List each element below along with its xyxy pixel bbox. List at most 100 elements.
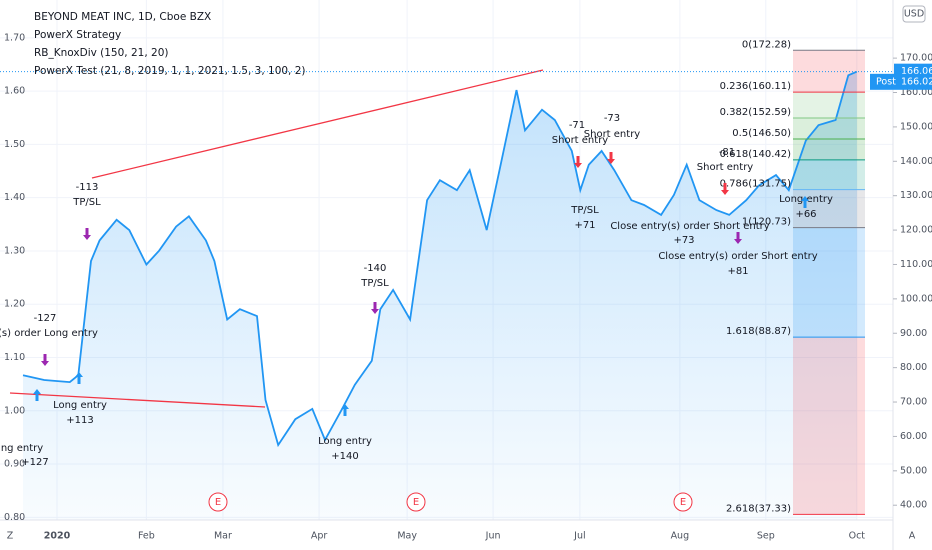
long-signal bbox=[341, 404, 349, 416]
fib-zone bbox=[793, 189, 865, 228]
legend-item: PowerX Strategy bbox=[34, 29, 121, 41]
annotation: TP/SL bbox=[360, 278, 389, 289]
x-tick-label: Jul bbox=[573, 531, 585, 542]
long-signal bbox=[33, 389, 41, 401]
annotation: Long entry bbox=[318, 436, 372, 447]
exit-signal bbox=[41, 354, 49, 366]
y-tick-label: 110.00 bbox=[900, 259, 932, 270]
y-tick-label: 70.00 bbox=[900, 397, 927, 408]
y-tick-label: 130.00 bbox=[900, 190, 932, 201]
post-price-label: 166.02 bbox=[901, 76, 932, 87]
price-area bbox=[22, 71, 857, 520]
post-tag bbox=[870, 73, 932, 90]
annotation: +73 bbox=[673, 235, 694, 246]
annotation: +81 bbox=[727, 266, 748, 277]
currency-label: USD bbox=[904, 9, 924, 20]
legend-item: RB_KnoxDiv (150, 21, 20) bbox=[34, 47, 168, 59]
y-tick-label: 50.00 bbox=[900, 465, 927, 476]
annotation: Short entry bbox=[697, 162, 754, 173]
fib-label: 2.618(37.33) bbox=[726, 503, 791, 514]
long-signal bbox=[801, 196, 809, 208]
x-tick-label: Jun bbox=[485, 531, 501, 542]
x-tick-label: Sep bbox=[757, 531, 775, 542]
short-signal bbox=[607, 152, 615, 164]
fib-label: 0.236(160.11) bbox=[720, 81, 792, 92]
trend-line bbox=[9, 392, 266, 408]
annotation: +127 bbox=[21, 457, 48, 468]
annotation: -81 bbox=[719, 147, 735, 158]
chart-title: BEYOND MEAT INC, 1D, Cboe BZX bbox=[34, 11, 211, 23]
x-tick-label: Oct bbox=[849, 531, 866, 542]
y-tick-label: 150.00 bbox=[900, 121, 932, 132]
x-tick-label: Mar bbox=[214, 531, 232, 542]
earnings-label: E bbox=[680, 497, 686, 508]
fib-label: 0.5(146.50) bbox=[732, 128, 791, 139]
fib-zone bbox=[793, 92, 865, 118]
corner-label: A bbox=[909, 531, 916, 542]
earnings-label: E bbox=[413, 497, 419, 508]
annotation: +71 bbox=[574, 220, 595, 231]
currency-button bbox=[902, 5, 926, 23]
annotation: -113 bbox=[76, 182, 99, 193]
fib-label: 0.382(152.59) bbox=[720, 107, 792, 118]
x-tick-label: Feb bbox=[138, 531, 155, 542]
x-tick-label: 2020 bbox=[44, 531, 71, 542]
fib-label: 0.786(131.75) bbox=[720, 179, 792, 190]
y-tick-label: 170.00 bbox=[900, 53, 932, 64]
fib-zone bbox=[793, 159, 865, 190]
y-tick-label: 90.00 bbox=[900, 328, 927, 339]
fib-label: 0(172.28) bbox=[742, 39, 791, 50]
fib-zone bbox=[793, 337, 865, 515]
post-label: Post bbox=[876, 76, 896, 87]
annotation: Short entry bbox=[552, 135, 609, 146]
y-tick-label: 80.00 bbox=[900, 362, 927, 373]
annotation: Close entry(s) order Short entry bbox=[610, 221, 769, 232]
y2-tick-label: 1.50 bbox=[4, 139, 25, 150]
annotation: +66 bbox=[795, 209, 816, 220]
y2-tick-label: 0.80 bbox=[4, 512, 25, 523]
annotation: Short entry bbox=[584, 129, 641, 140]
annotation: y(s) order Long entry bbox=[0, 328, 98, 339]
exit-signal bbox=[734, 232, 742, 244]
y2-tick-label: 1.10 bbox=[4, 352, 25, 363]
earnings-marker bbox=[208, 492, 228, 512]
y-tick-label: 100.00 bbox=[900, 293, 932, 304]
annotation: Long entry bbox=[53, 400, 107, 411]
annotation: -73 bbox=[604, 113, 620, 124]
y-tick-label: 40.00 bbox=[900, 500, 927, 511]
annotation: +140 bbox=[331, 451, 358, 462]
x-tick-label: Apr bbox=[311, 531, 328, 542]
price-line bbox=[22, 70, 858, 448]
y2-tick-label: 1.40 bbox=[4, 192, 25, 203]
y-tick-label: 140.00 bbox=[900, 156, 932, 167]
exit-signal bbox=[83, 228, 91, 240]
corner-label: Z bbox=[7, 531, 14, 542]
exit-signal bbox=[371, 302, 379, 314]
price-tag-label: 166.06 bbox=[901, 66, 932, 77]
annotation: ng entry bbox=[1, 443, 43, 454]
y-tick-label: 160.00 bbox=[900, 87, 932, 98]
y2-tick-label: 0.90 bbox=[4, 459, 25, 470]
earnings-label: E bbox=[215, 497, 221, 508]
annotation: -140 bbox=[364, 263, 387, 274]
annotation: -127 bbox=[34, 313, 57, 324]
y-tick-label: 60.00 bbox=[900, 431, 927, 442]
long-signal bbox=[75, 372, 83, 384]
y2-tick-label: 1.30 bbox=[4, 245, 25, 256]
y2-tick-label: 1.00 bbox=[4, 405, 25, 416]
annotation: -71 bbox=[569, 120, 585, 131]
y2-tick-label: 1.60 bbox=[4, 86, 25, 97]
fib-label: 0.618(140.42) bbox=[720, 149, 792, 160]
annotation: Close entry(s) order Short entry bbox=[658, 251, 817, 262]
x-tick-label: Aug bbox=[671, 531, 690, 542]
fib-zone bbox=[793, 227, 865, 338]
fib-label: 1.618(88.87) bbox=[726, 326, 791, 337]
fib-zone bbox=[793, 138, 865, 160]
legend-item: PowerX Test (21, 8, 2019, 1, 1, 2021, 1.… bbox=[34, 65, 306, 77]
annotation: TP/SL bbox=[570, 205, 599, 216]
y2-tick-label: 1.70 bbox=[4, 32, 25, 43]
fib-label: 1(120.73) bbox=[742, 217, 791, 228]
short-signal bbox=[721, 183, 729, 195]
